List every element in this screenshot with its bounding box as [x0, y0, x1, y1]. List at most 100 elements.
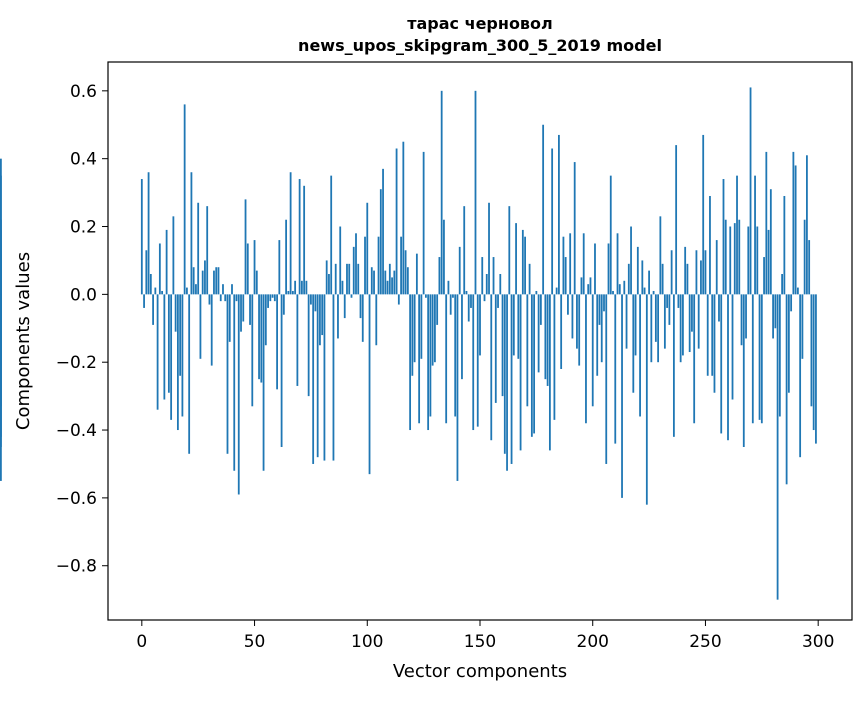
bar-component-25 [197, 202, 200, 295]
bar-component-224 [645, 294, 648, 505]
bar-component-219 [634, 294, 637, 356]
bar-component-198 [587, 284, 590, 295]
bar-component-101 [368, 294, 371, 475]
bar-component-89 [341, 280, 344, 295]
bar-component-141 [458, 246, 461, 295]
bar-component-207 [607, 243, 610, 295]
bar-component-160 [501, 294, 504, 397]
bar-component-242 [686, 263, 689, 295]
bar-component-155 [490, 294, 493, 441]
bar-component-273 [756, 226, 759, 295]
bar-component-257 [720, 294, 723, 434]
bar-component-172 [528, 263, 531, 295]
bar-component-96 [357, 263, 360, 295]
bar-component-157 [494, 294, 497, 403]
bar-component-97 [359, 294, 362, 319]
bar-component-213 [621, 294, 623, 498]
bar-component-108 [384, 270, 387, 295]
bar-component-26 [199, 294, 202, 359]
bar-component-87 [337, 294, 339, 339]
bar-component-159 [499, 274, 502, 295]
bar-component-84 [330, 175, 333, 295]
bar-component-205 [603, 294, 605, 312]
bar-component-197 [585, 294, 587, 424]
bar-component-230 [659, 216, 662, 295]
bar-component-279 [769, 189, 772, 295]
bar-component-186 [560, 294, 563, 369]
bar-component-3 [147, 172, 150, 295]
bar-component-294 [803, 219, 806, 295]
bar-component-238 [677, 294, 680, 308]
bar-component-161 [503, 294, 506, 454]
bar-component-200 [591, 294, 594, 407]
bar-component-297 [810, 294, 813, 407]
bar-component-255 [715, 240, 718, 295]
bar-component-175 [535, 290, 538, 295]
bar-component-239 [679, 294, 682, 363]
bar-component-43 [237, 294, 240, 495]
bar-component-75 [310, 294, 312, 305]
y-tick-label: −0.8 [56, 557, 97, 577]
bar-component-248 [700, 260, 702, 295]
bar-component-168 [519, 294, 522, 451]
plot-frame [107, 61, 853, 621]
bar-component-30 [208, 294, 211, 305]
bar-component-146 [470, 294, 472, 308]
bar-component-204 [600, 294, 603, 363]
bar-component-113 [395, 148, 398, 295]
bar-component-106 [379, 189, 382, 295]
bar-component-74 [307, 294, 310, 397]
bar-component-8 [158, 243, 161, 295]
bar-component-68 [294, 280, 297, 295]
y-tick-label: 0.2 [70, 218, 97, 238]
bar-component-54 [262, 294, 265, 471]
bar-component-237 [675, 145, 678, 295]
bar-component-110 [388, 263, 391, 295]
bar-component-222 [641, 260, 644, 295]
bar-component-234 [668, 294, 671, 325]
bar-component-107 [382, 168, 384, 295]
bar-component-17 [179, 294, 182, 376]
bar-component-158 [497, 294, 499, 308]
bar-component-206 [605, 294, 608, 464]
bar-component-105 [377, 236, 380, 295]
bar-component-22 [190, 172, 193, 295]
bar-component-254 [713, 294, 716, 393]
x-tick-label: 300 [802, 632, 834, 652]
bar-component-142 [461, 294, 463, 380]
bar-component-47 [246, 243, 249, 295]
bar-component-127 [427, 294, 430, 431]
bar-component-190 [569, 233, 572, 295]
bar-component-275 [760, 294, 763, 424]
bar-component-272 [754, 175, 756, 295]
bar-component-93 [350, 294, 353, 298]
bar-component-287 [787, 294, 790, 393]
bar-component-281 [774, 294, 777, 329]
bar-component-250 [704, 250, 707, 295]
bar-component-265 [738, 219, 741, 295]
bar-component-143 [463, 206, 466, 295]
bar-component-252 [709, 195, 711, 295]
bar-component-208 [609, 175, 612, 295]
bar-component-293 [801, 294, 804, 359]
bar-component-100 [366, 202, 369, 295]
bar-component-98 [361, 294, 364, 342]
bar-component-28 [204, 260, 206, 295]
bar-component-227 [652, 290, 655, 295]
bar-component-122 [415, 253, 418, 295]
bar-component-214 [623, 280, 626, 295]
bar-component-86 [334, 263, 337, 295]
bar-component-70 [298, 179, 301, 295]
bar-component-116 [402, 141, 405, 295]
bar-component-220 [636, 246, 639, 295]
y-tick-label: −0.6 [56, 489, 97, 509]
bar-component-46 [244, 199, 247, 295]
bar-component-31 [210, 294, 213, 366]
bar-component-228 [654, 294, 657, 342]
bar-component-267 [742, 294, 745, 447]
bar-component-112 [393, 270, 396, 295]
bar-component-41 [233, 294, 236, 471]
bar-component-151 [481, 257, 484, 295]
bar-component-268 [745, 294, 747, 339]
bar-component-289 [792, 151, 795, 295]
